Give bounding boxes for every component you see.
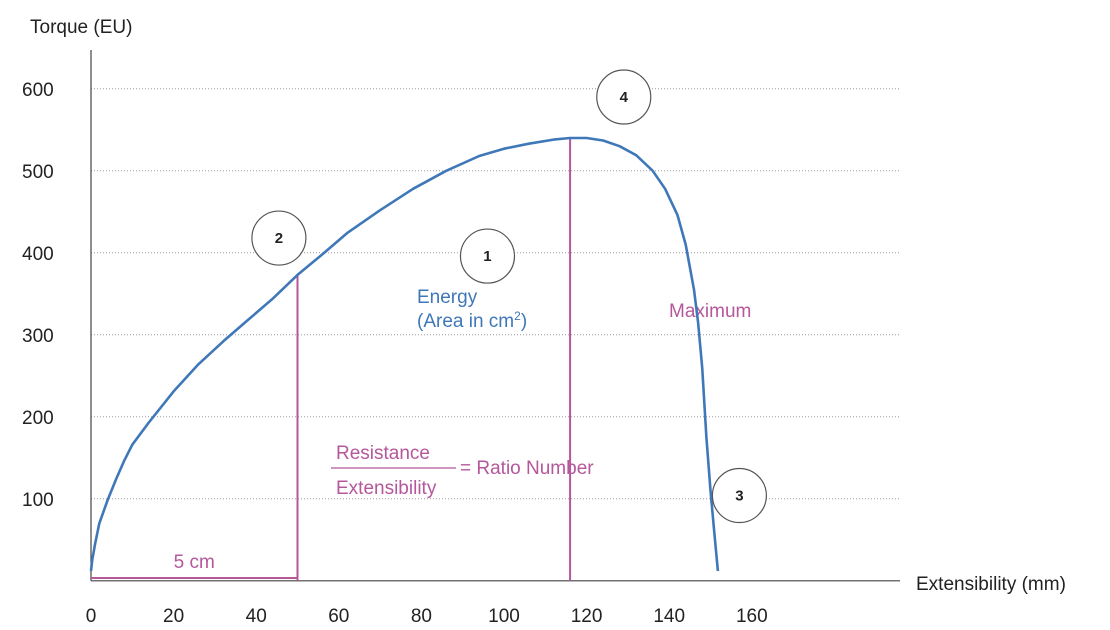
- x-tick-label: 140: [653, 606, 685, 627]
- marker-circle: [596, 69, 652, 125]
- y-tick-label: 600: [22, 80, 54, 101]
- x-tick-label: 40: [246, 606, 267, 627]
- marker-circle: [459, 228, 516, 284]
- marker-circle: [251, 210, 307, 266]
- torque-curve: [89, 136, 720, 572]
- x-tick-label: 0: [86, 606, 97, 627]
- tick-labels: 0 20 40 60 80 100 120 140 160 100 200 300 400 500 600: [22, 80, 768, 627]
- marker-circle: [711, 467, 768, 524]
- y-axis-title: Torque (EU): [30, 17, 132, 38]
- ratio-result: = Ratio Number: [460, 458, 594, 479]
- y-tick-label: 400: [22, 244, 54, 265]
- marker-3: 3: [711, 467, 768, 524]
- energy-area-text: (Area in cm: [417, 311, 514, 332]
- y-tick-label: 500: [22, 162, 54, 183]
- axes: Torque (EU) Extensibility (mm): [30, 17, 1066, 595]
- numbered-markers: 1 2 3 4: [251, 69, 768, 524]
- y-tick-label: 200: [22, 408, 54, 429]
- x-tick-label: 20: [163, 606, 184, 627]
- energy-area-superscript: 2: [514, 309, 521, 323]
- x-tick-label: 80: [411, 606, 432, 627]
- five-cm-label: 5 cm: [174, 552, 215, 573]
- marker-2: 2: [251, 210, 307, 266]
- maximum-label: Maximum: [669, 301, 751, 322]
- marker-number: 3: [735, 488, 743, 505]
- ratio-denominator: Extensibility: [336, 478, 437, 499]
- x-tick-label: 120: [571, 606, 603, 627]
- marker-number: 4: [620, 89, 629, 106]
- ratio-numerator: Resistance: [336, 443, 430, 464]
- marker-number: 2: [275, 230, 283, 247]
- x-tick-label: 160: [736, 606, 768, 627]
- x-tick-label: 60: [328, 606, 349, 627]
- energy-label: Energy: [417, 287, 478, 308]
- y-tick-label: 300: [22, 326, 54, 347]
- energy-area-close: ): [521, 311, 527, 332]
- marker-number: 1: [483, 248, 491, 265]
- annotations: 5 cm Maximum Resistance Extensibility = …: [91, 138, 751, 581]
- x-tick-label: 100: [488, 606, 520, 627]
- y-tick-label: 100: [22, 490, 54, 511]
- energy-area-label: (Area in cm2): [417, 309, 527, 332]
- marker-4: 4: [596, 69, 652, 125]
- x-axis-title: Extensibility (mm): [916, 574, 1066, 595]
- marker-1: 1: [459, 228, 516, 284]
